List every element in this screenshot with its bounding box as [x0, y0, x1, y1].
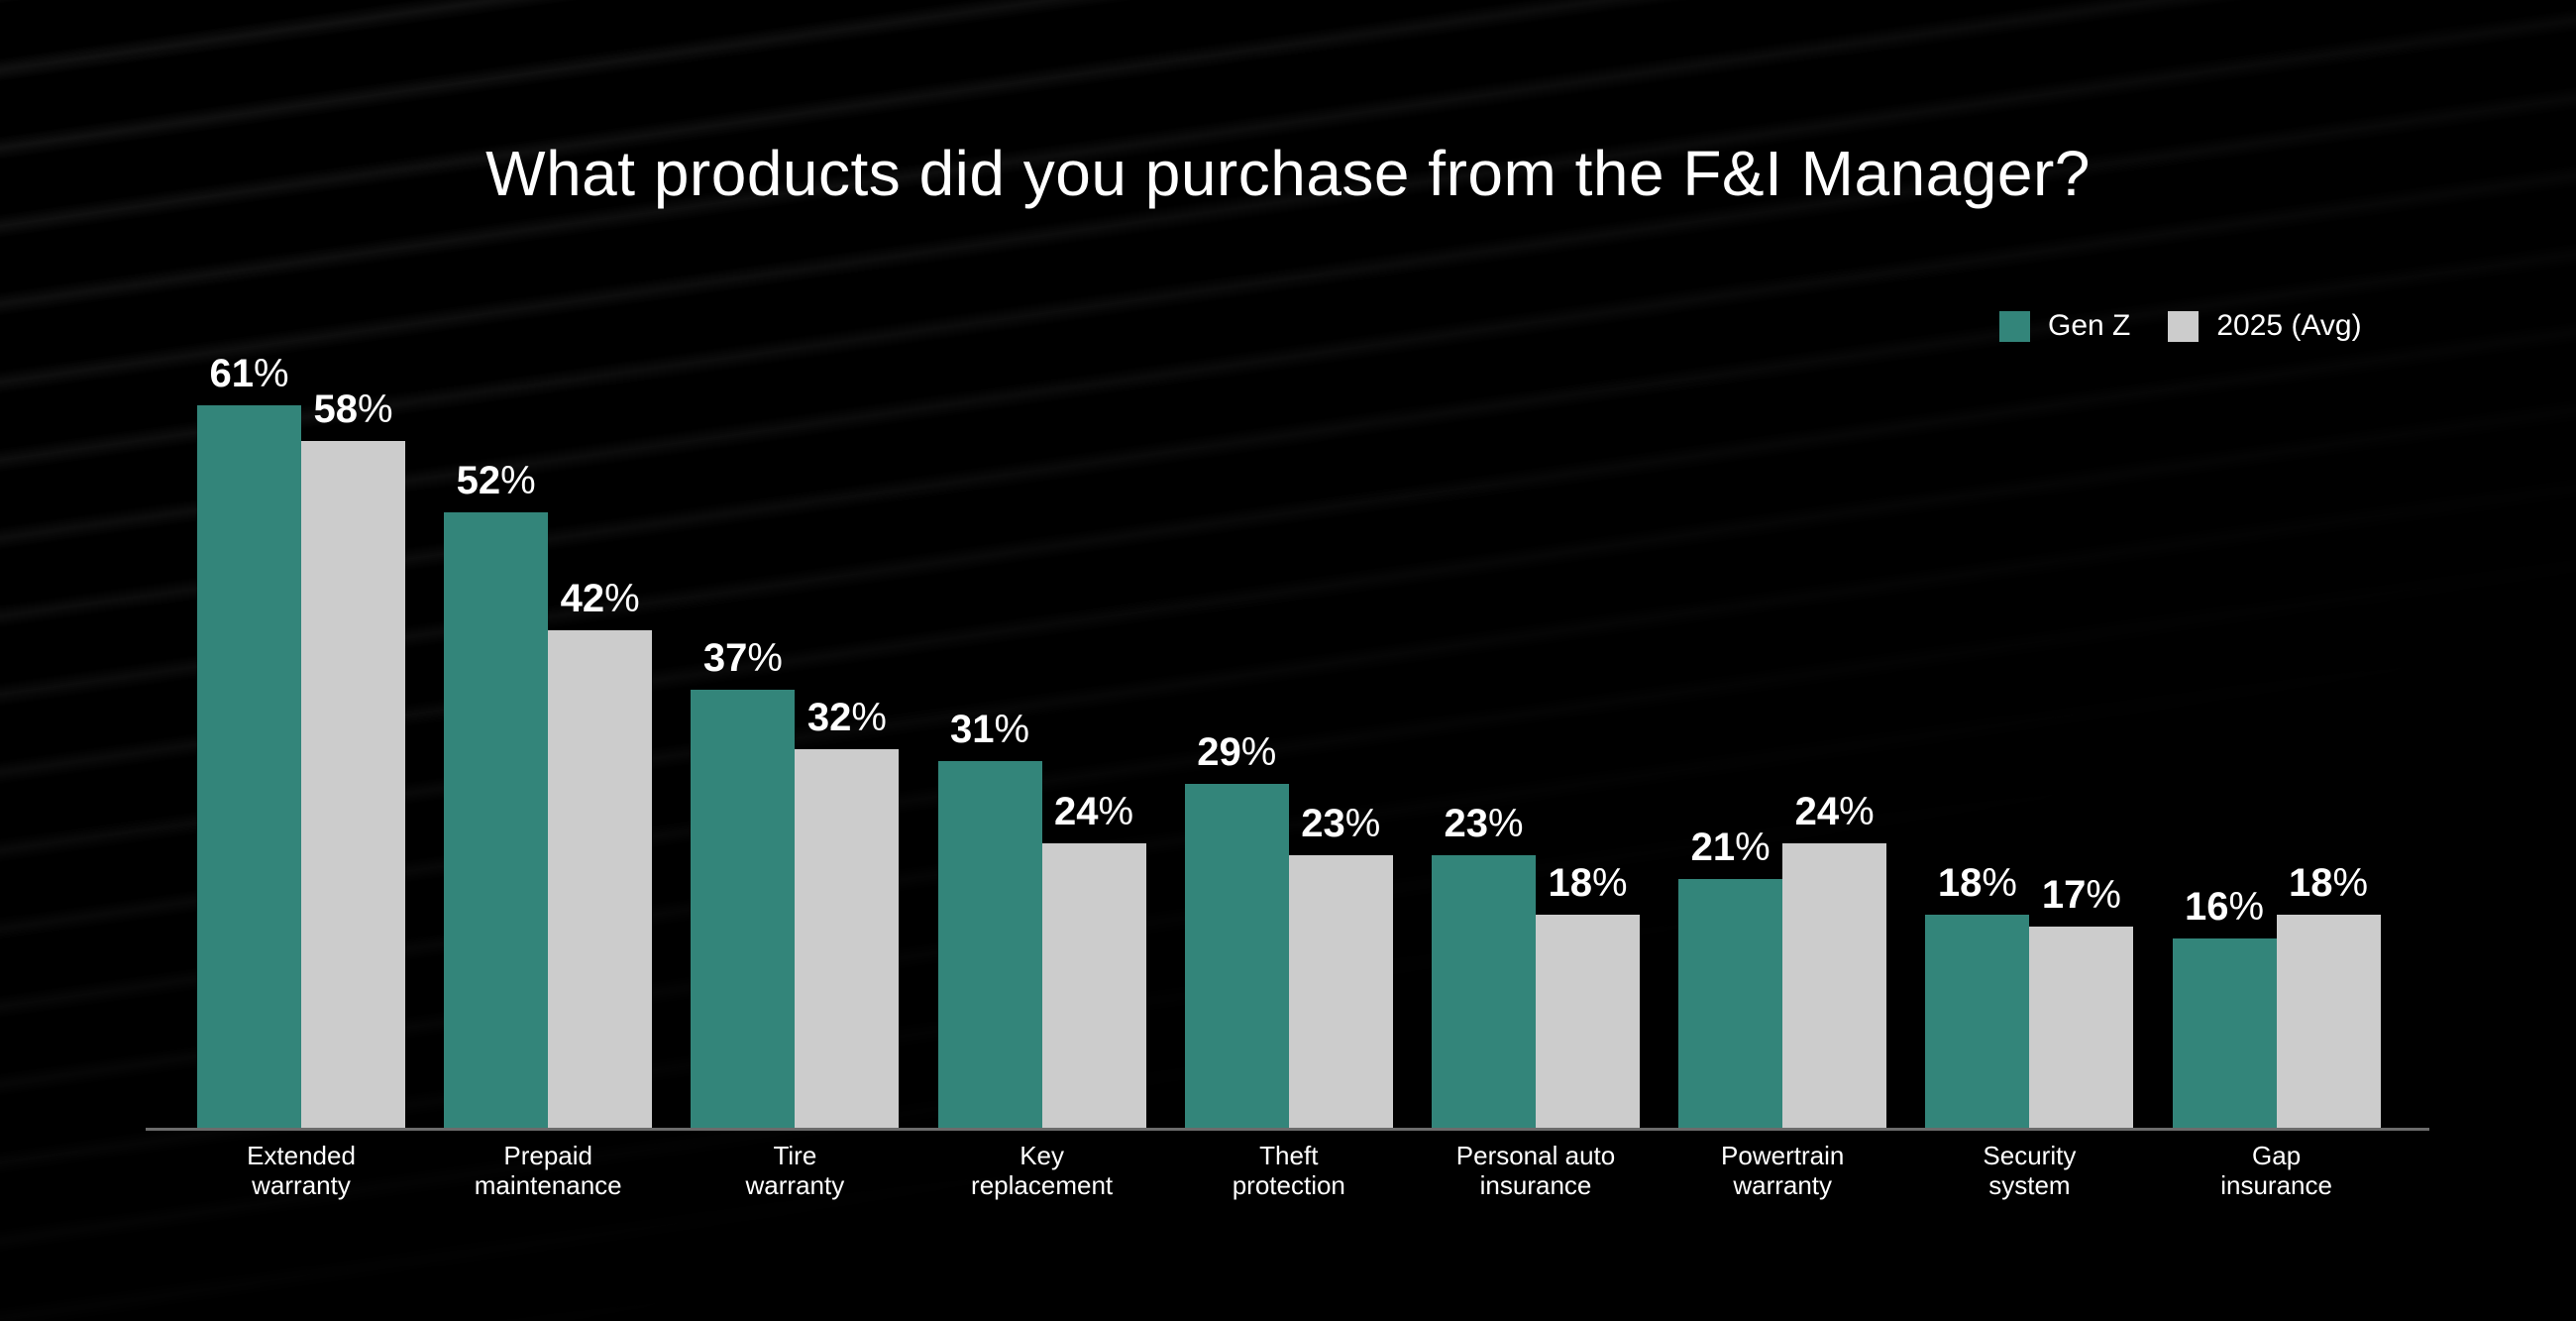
- value-label: 29%: [1197, 730, 1277, 774]
- category-label: Tire warranty: [745, 1141, 845, 1200]
- bar-2025-avg: [1782, 843, 1887, 1128]
- bar-2025-avg: [1041, 843, 1146, 1128]
- bar-2025-avg: [1288, 855, 1393, 1128]
- value-label: 61%: [209, 352, 289, 395]
- bar-2025-avg: [301, 441, 405, 1128]
- bar-gen-z: [1678, 879, 1783, 1128]
- value-label: 17%: [2041, 873, 2121, 917]
- value-label: 23%: [1301, 802, 1381, 845]
- legend-label-gen-z: Gen Z: [2048, 309, 2131, 342]
- value-label: 24%: [1794, 790, 1875, 833]
- value-label: 37%: [702, 636, 783, 680]
- legend-item-2025-avg: 2025 (Avg): [2168, 309, 2362, 343]
- category-label: Key replacement: [971, 1141, 1114, 1200]
- bar-gen-z: [1432, 855, 1536, 1128]
- value-label: 18%: [1548, 861, 1628, 905]
- category-label: Prepaid maintenance: [474, 1141, 622, 1200]
- bar-2025-avg: [548, 630, 653, 1128]
- category-label: Gap insurance: [2220, 1141, 2332, 1200]
- value-label: 16%: [2185, 885, 2265, 929]
- value-label: 21%: [1690, 826, 1771, 869]
- value-label: 23%: [1444, 802, 1524, 845]
- legend-item-gen-z: Gen Z: [1999, 309, 2130, 343]
- category-label: Extended warranty: [247, 1141, 356, 1200]
- legend-swatch-2025-avg: [2168, 310, 2200, 342]
- bar-gen-z: [444, 512, 549, 1128]
- bar-2025-avg: [2276, 915, 2381, 1128]
- value-label: 32%: [806, 696, 887, 739]
- category-label: Theft protection: [1232, 1141, 1345, 1200]
- bar-gen-z: [197, 405, 301, 1128]
- legend-swatch-gen-z: [1999, 310, 2030, 342]
- legend-label-2025-avg: 2025 (Avg): [2216, 309, 2362, 342]
- value-label: 31%: [950, 708, 1030, 751]
- value-label: 52%: [456, 459, 536, 502]
- legend: Gen Z 2025 (Avg): [1999, 309, 2400, 343]
- bar-2025-avg: [2029, 927, 2134, 1128]
- category-label: Powertrain warranty: [1721, 1141, 1845, 1200]
- bar-2025-avg: [795, 749, 900, 1128]
- category-label: Security system: [1983, 1141, 2077, 1200]
- category-label: Personal auto insurance: [1455, 1141, 1616, 1200]
- x-axis-line: [146, 1128, 2429, 1131]
- bar-gen-z: [1925, 915, 2030, 1128]
- value-label: 18%: [1937, 861, 2017, 905]
- value-label: 18%: [2289, 861, 2369, 905]
- bar-gen-z: [691, 690, 796, 1128]
- bar-gen-z: [1184, 784, 1289, 1128]
- chart-title: What products did you purchase from the …: [485, 138, 2091, 209]
- value-label: 24%: [1054, 790, 1134, 833]
- bar-2025-avg: [1536, 915, 1640, 1128]
- bar-gen-z: [937, 761, 1042, 1128]
- bar-gen-z: [2172, 938, 2277, 1128]
- value-label: 42%: [560, 577, 640, 620]
- value-label: 58%: [313, 387, 393, 431]
